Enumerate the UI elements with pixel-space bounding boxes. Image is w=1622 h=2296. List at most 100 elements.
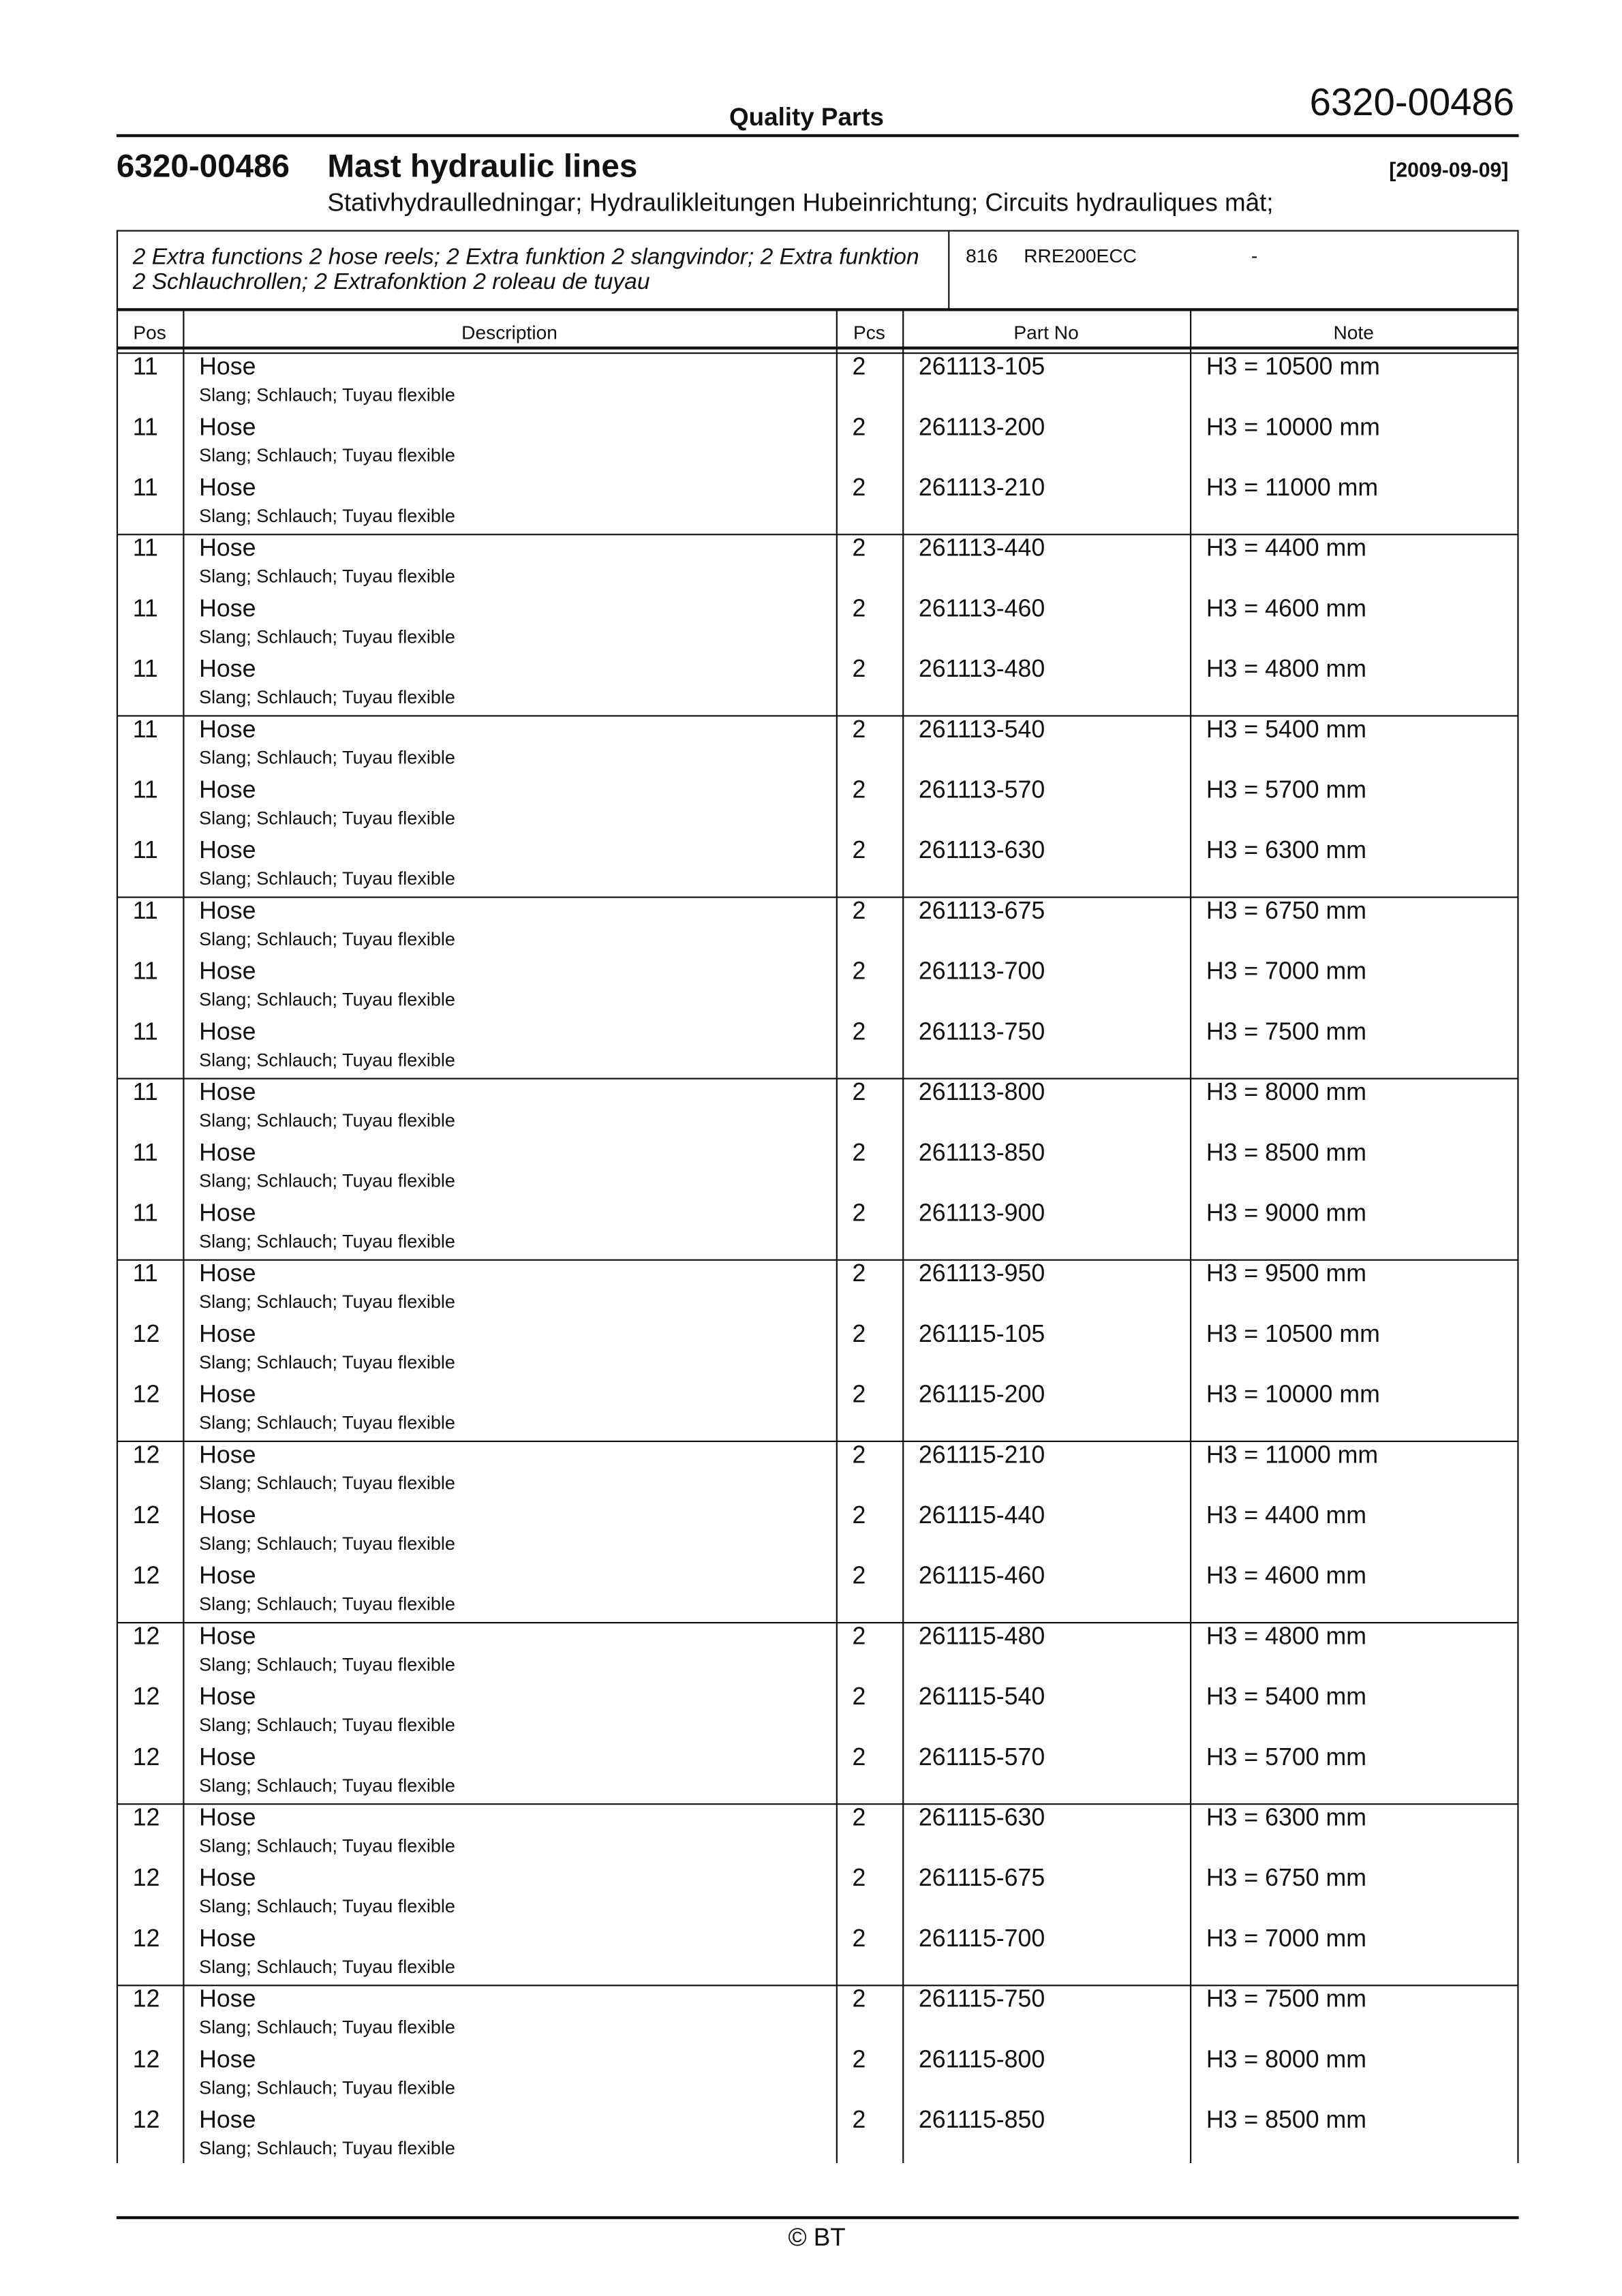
document-number: 6320-00486	[1309, 79, 1515, 124]
row-pcs: 2	[852, 1623, 866, 1651]
column-header-note: Note	[1333, 321, 1374, 344]
row-description-translations: Slang; Schlauch; Tuyau flexible	[199, 1110, 455, 1131]
row-part-no: 261115-460	[918, 1563, 1045, 1590]
row-note: H3 = 11000 mm	[1206, 1442, 1379, 1469]
row-part-no: 261113-460	[918, 596, 1045, 623]
row-note: H3 = 10500 mm	[1206, 354, 1380, 381]
row-pos: 11	[132, 1200, 158, 1227]
row-pos: 11	[132, 837, 158, 864]
section-title: Mast hydraulic lines	[327, 147, 638, 185]
row-note: H3 = 4600 mm	[1206, 596, 1366, 623]
row-note: H3 = 4600 mm	[1206, 1563, 1366, 1590]
row-pcs: 2	[852, 1019, 866, 1045]
row-pcs: 2	[852, 1381, 866, 1409]
row-pos: 12	[132, 1805, 160, 1832]
row-pos: 12	[132, 2047, 160, 2074]
row-description-translations: Slang; Schlauch; Tuyau flexible	[199, 1231, 455, 1252]
row-part-no: 261115-105	[918, 1321, 1045, 1348]
row-description: Hose	[199, 1079, 256, 1106]
row-part-no: 261115-630	[918, 1805, 1045, 1832]
row-part-no: 261113-630	[918, 837, 1045, 864]
row-pcs: 2	[852, 1260, 866, 1287]
row-description: Hose	[199, 1019, 256, 1045]
row-pcs: 2	[852, 1442, 866, 1469]
group-divider	[116, 1621, 1519, 1624]
row-note: H3 = 9000 mm	[1206, 1200, 1366, 1227]
section-translations: Stativhydraulledningar; Hydraulikleitung…	[327, 188, 1274, 217]
row-pcs: 2	[852, 2047, 866, 2074]
row-pcs: 2	[852, 1321, 866, 1348]
row-note: H3 = 5400 mm	[1206, 716, 1366, 744]
column-border	[902, 309, 904, 2164]
row-pos: 11	[132, 535, 158, 562]
row-description-translations: Slang; Schlauch; Tuyau flexible	[199, 687, 455, 708]
row-pcs: 2	[852, 474, 866, 502]
row-pcs: 2	[852, 1805, 866, 1832]
row-pcs: 2	[852, 1563, 866, 1590]
row-description-translations: Slang; Schlauch; Tuyau flexible	[199, 1533, 455, 1555]
column-border	[116, 309, 119, 2164]
column-header-pos: Pos	[133, 321, 166, 344]
section-date: [2009-09-09]	[1389, 157, 1509, 182]
column-header-pcs: Pcs	[853, 321, 885, 344]
row-description-translations: Slang; Schlauch; Tuyau flexible	[199, 1352, 455, 1373]
row-part-no: 261115-800	[918, 2047, 1045, 2074]
row-part-no: 261115-850	[918, 2107, 1045, 2134]
row-pos: 11	[132, 474, 158, 502]
row-part-no: 261113-540	[918, 716, 1045, 744]
row-note: H3 = 8000 mm	[1206, 1079, 1366, 1106]
row-part-no: 261115-200	[918, 1381, 1045, 1409]
row-part-no: 261113-750	[918, 1019, 1045, 1045]
row-part-no: 261115-570	[918, 1744, 1045, 1771]
row-description: Hose	[199, 1502, 256, 1529]
group-divider	[116, 1440, 1519, 1443]
row-part-no: 261113-210	[918, 474, 1045, 502]
row-description: Hose	[199, 354, 256, 381]
row-pos: 12	[132, 2107, 160, 2134]
group-divider	[116, 1077, 1519, 1080]
row-pcs: 2	[852, 414, 866, 441]
row-pcs: 2	[852, 777, 866, 804]
row-description: Hose	[199, 2107, 256, 2134]
row-description: Hose	[199, 1200, 256, 1227]
row-description: Hose	[199, 1381, 256, 1409]
row-pos: 12	[132, 1442, 160, 1469]
header-rule	[116, 352, 1519, 354]
row-pcs: 2	[852, 354, 866, 381]
row-description: Hose	[199, 716, 256, 744]
row-note: H3 = 5400 mm	[1206, 1683, 1366, 1711]
row-pos: 11	[132, 596, 158, 623]
row-note: H3 = 7000 mm	[1206, 1925, 1366, 1953]
row-description-translations: Slang; Schlauch; Tuyau flexible	[199, 384, 455, 405]
row-pos: 12	[132, 1683, 160, 1711]
header-rule	[116, 346, 1519, 349]
column-border	[183, 309, 185, 2164]
row-description-translations: Slang; Schlauch; Tuyau flexible	[199, 2017, 455, 2038]
row-description-translations: Slang; Schlauch; Tuyau flexible	[199, 2138, 455, 2159]
row-description-translations: Slang; Schlauch; Tuyau flexible	[199, 1835, 455, 1856]
row-description-translations: Slang; Schlauch; Tuyau flexible	[199, 1896, 455, 1917]
row-description: Hose	[199, 777, 256, 804]
row-note: H3 = 10500 mm	[1206, 1321, 1380, 1348]
row-pcs: 2	[852, 1079, 866, 1106]
row-description: Hose	[199, 596, 256, 623]
row-description-translations: Slang; Schlauch; Tuyau flexible	[199, 1412, 455, 1434]
row-description-translations: Slang; Schlauch; Tuyau flexible	[199, 1050, 455, 1071]
row-part-no: 261113-800	[918, 1079, 1045, 1106]
row-pos: 12	[132, 1321, 160, 1348]
row-description-translations: Slang; Schlauch; Tuyau flexible	[199, 1291, 455, 1313]
row-pos: 12	[132, 1502, 160, 1529]
row-part-no: 261115-700	[918, 1925, 1045, 1953]
row-pos: 12	[132, 1623, 160, 1651]
row-note: H3 = 10000 mm	[1206, 414, 1380, 441]
row-pos: 11	[132, 898, 158, 925]
row-description-translations: Slang; Schlauch; Tuyau flexible	[199, 868, 455, 889]
row-pos: 11	[132, 1019, 158, 1045]
row-pos: 12	[132, 1865, 160, 1892]
row-note: H3 = 6750 mm	[1206, 898, 1366, 925]
row-pcs: 2	[852, 1139, 866, 1167]
row-note: H3 = 7500 mm	[1206, 1986, 1366, 2013]
row-pos: 12	[132, 1986, 160, 2013]
column-header-description: Description	[461, 321, 557, 344]
row-description: Hose	[199, 656, 256, 683]
